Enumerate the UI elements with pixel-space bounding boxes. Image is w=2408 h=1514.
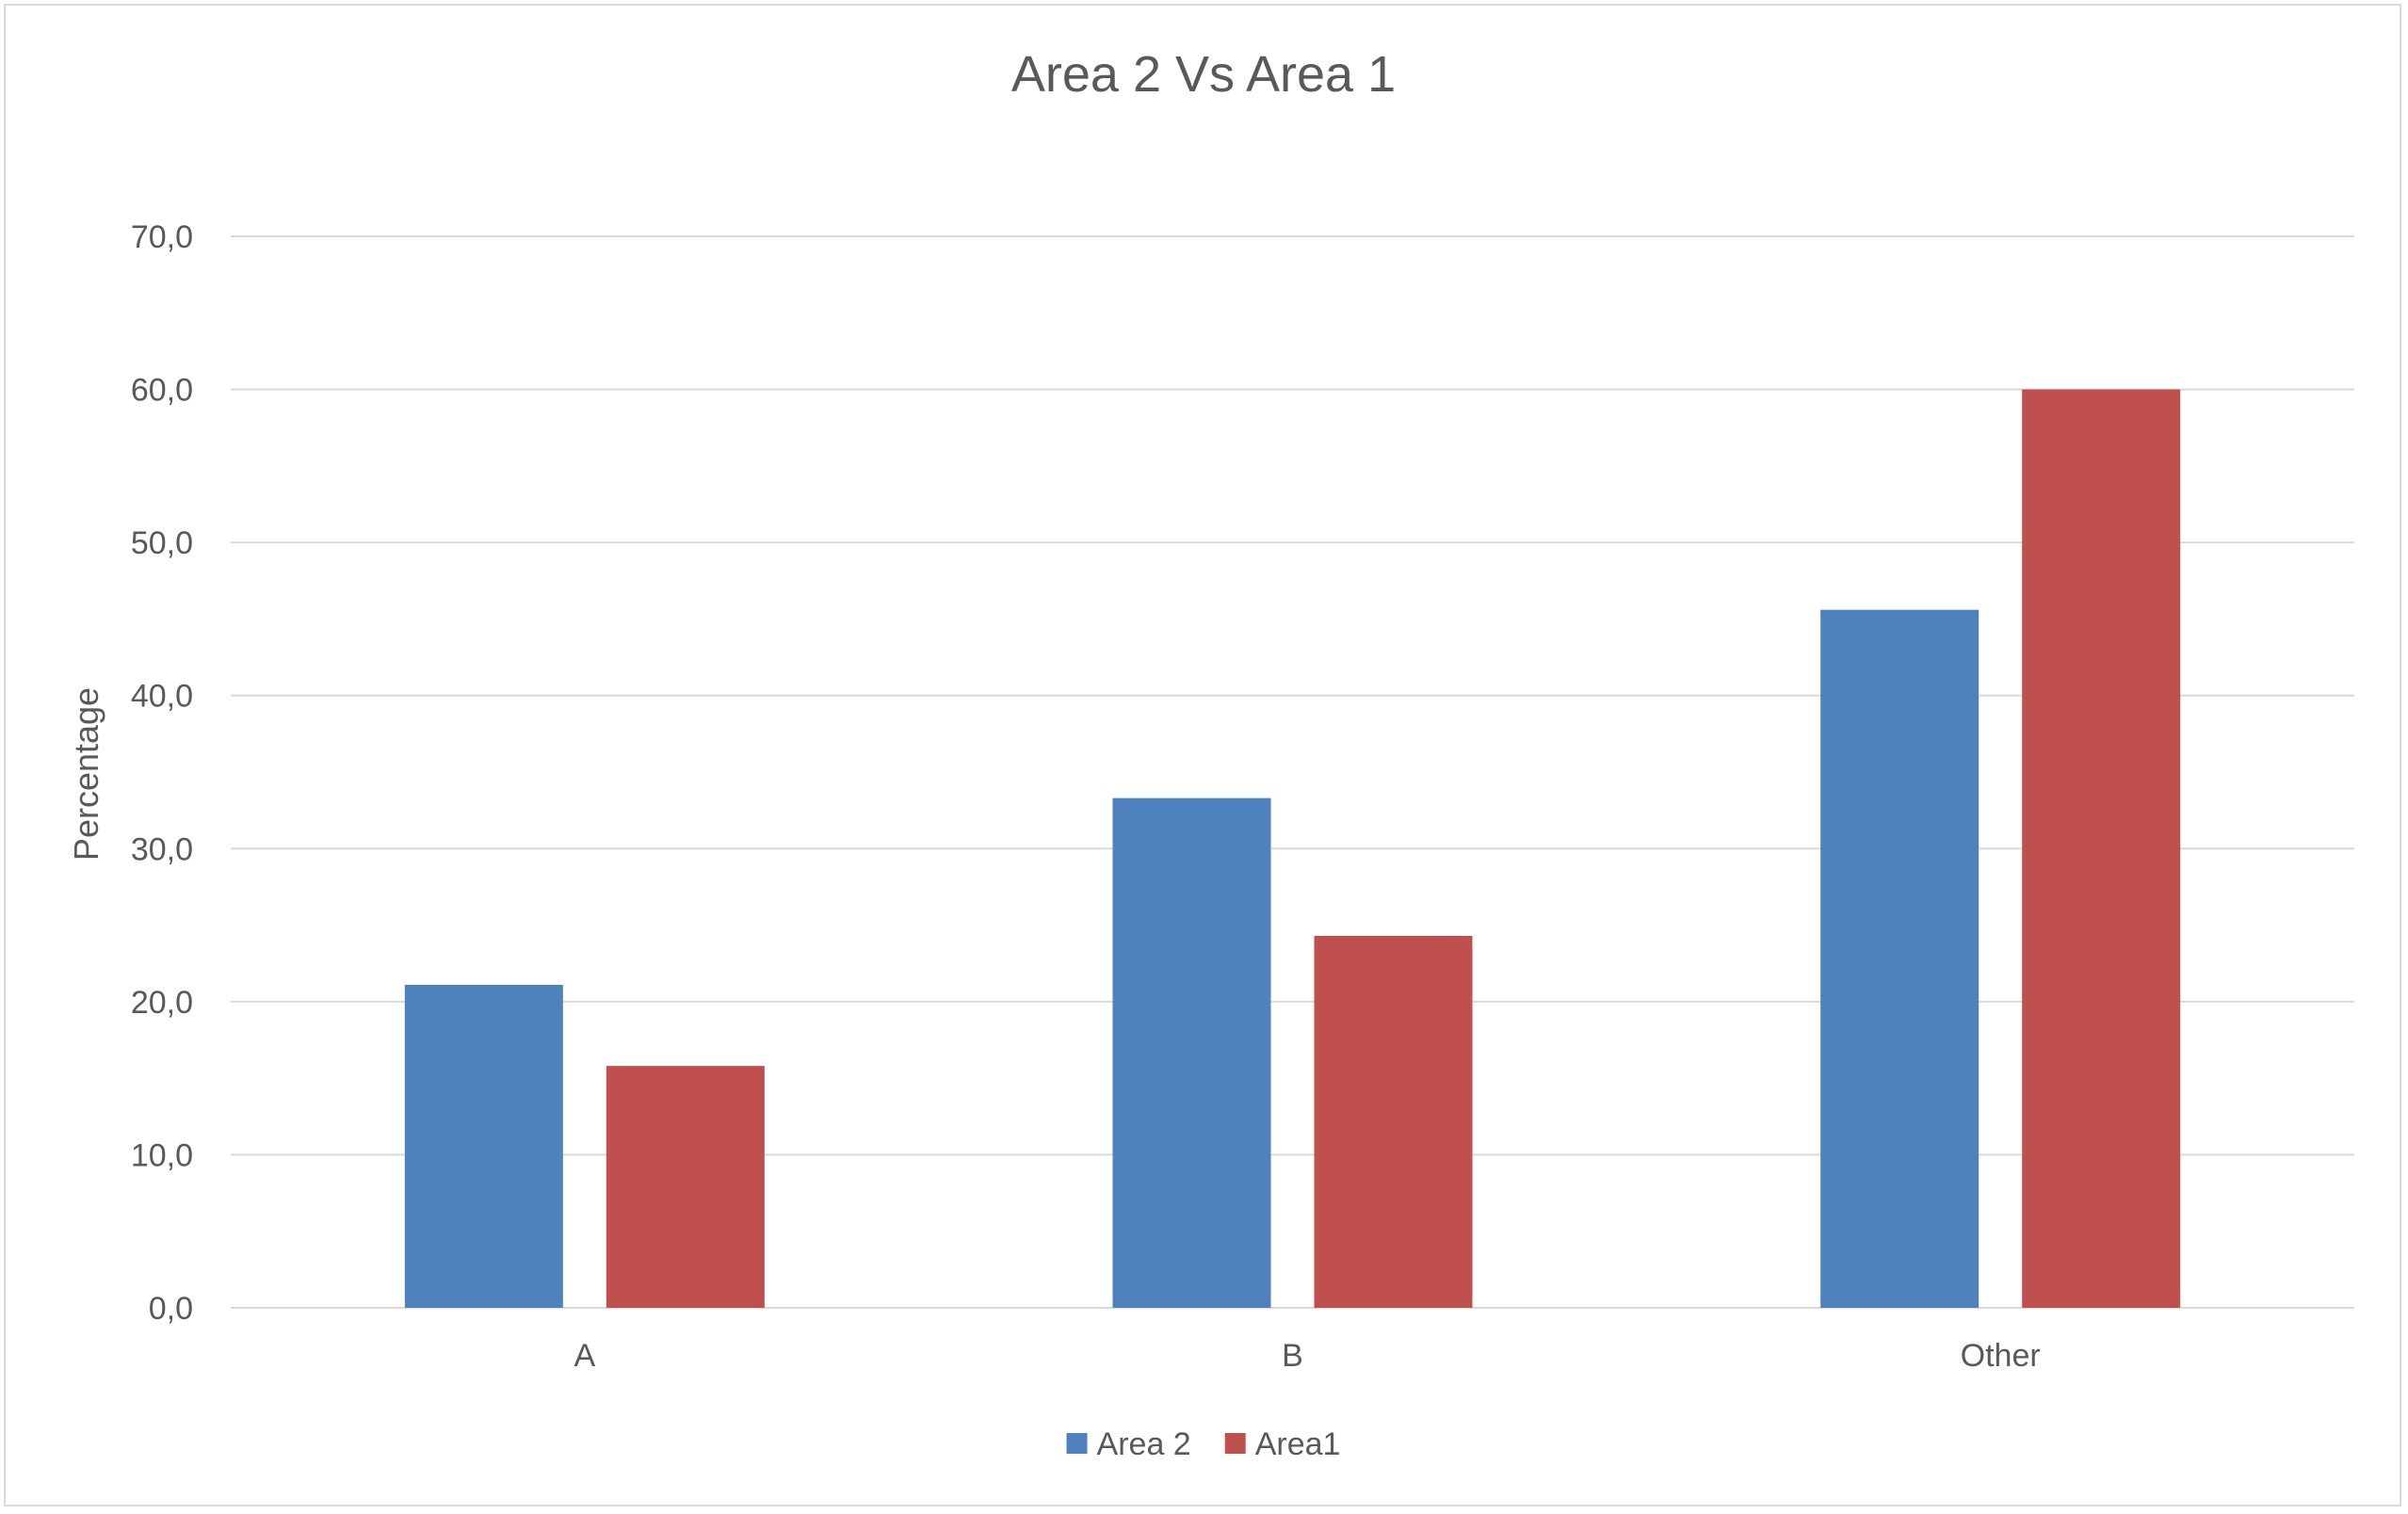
bars <box>404 389 2181 1309</box>
legend-swatch <box>1224 1433 1246 1454</box>
y-tick-label: 70,0 <box>131 219 193 255</box>
legend-label: Area1 <box>1255 1426 1341 1462</box>
x-tick-label: Other <box>1961 1338 2041 1374</box>
y-tick-label: 60,0 <box>131 373 193 409</box>
bar-area-2-a <box>404 984 563 1308</box>
legend-label: Area 2 <box>1097 1426 1191 1462</box>
x-tick-label: B <box>1282 1338 1303 1374</box>
bar-area-2-b <box>1112 797 1271 1308</box>
gridlines <box>231 235 2354 1309</box>
bar-area-2-other <box>1820 609 1980 1308</box>
y-tick-label: 40,0 <box>131 679 193 715</box>
legend-swatch <box>1066 1433 1088 1454</box>
y-tick-label: 20,0 <box>131 985 193 1021</box>
y-tick-label: 50,0 <box>131 525 193 561</box>
legend: Area 2 Area1 <box>1066 1426 1341 1462</box>
bar-area1-other <box>2022 389 2181 1309</box>
y-tick-label: 10,0 <box>131 1137 193 1173</box>
chart-title: Area 2 Vs Area 1 <box>1011 46 1396 103</box>
bar-area1-a <box>606 1066 765 1308</box>
y-axis-title: Percentage <box>67 687 105 861</box>
x-tick-label: A <box>574 1338 595 1374</box>
y-tick-label: 30,0 <box>131 831 193 867</box>
x-axis-ticks: A B Other <box>574 1338 2040 1374</box>
y-tick-label: 0,0 <box>149 1291 193 1327</box>
bar-area1-b <box>1314 935 1473 1308</box>
y-axis-ticks: 0,0 10,0 20,0 30,0 40,0 50,0 60,0 70,0 <box>131 219 193 1327</box>
